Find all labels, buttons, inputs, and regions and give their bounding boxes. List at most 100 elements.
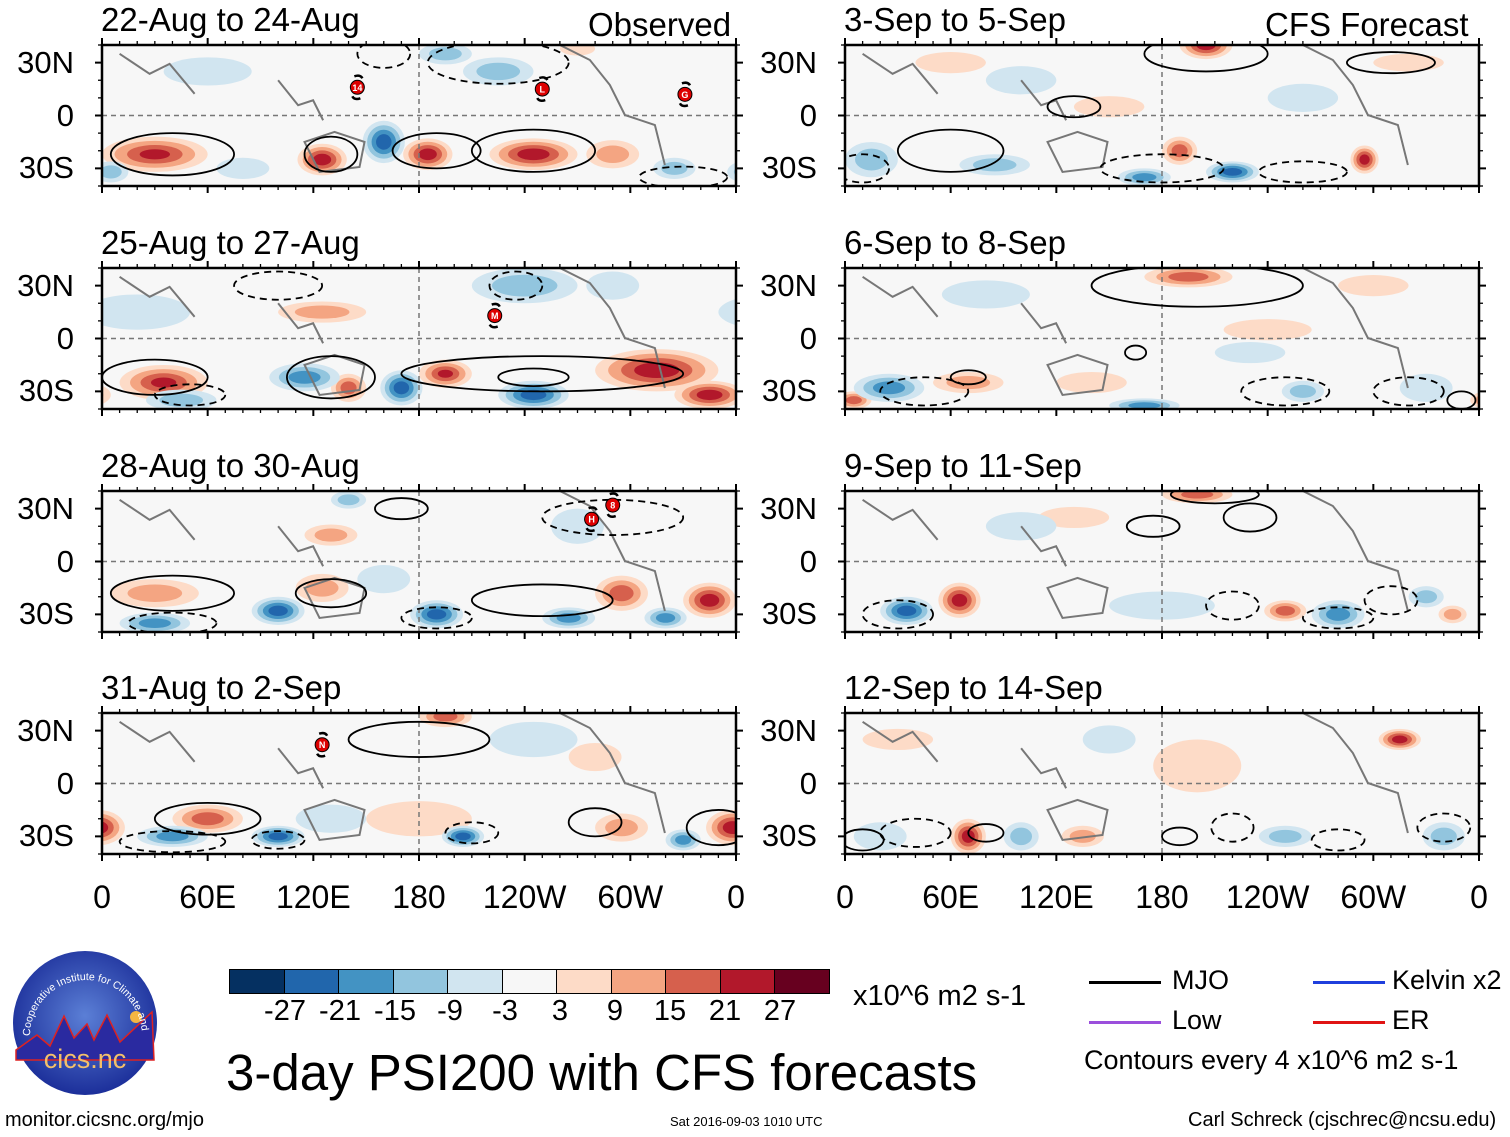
storm-marker: H <box>584 506 600 533</box>
anomaly-fill <box>675 835 692 845</box>
anomaly-fill <box>1132 173 1157 182</box>
lat-label: 30N <box>760 712 817 748</box>
mjo-contour-negative <box>153 383 227 407</box>
lon-label: 120W <box>1225 879 1310 915</box>
lon-label: 120E <box>275 879 351 915</box>
anomaly-fill <box>1479 142 1510 177</box>
mjo-contour-negative <box>879 817 952 848</box>
contour-note: Contours every 4 x10^6 m2 s-1 <box>1084 1045 1459 1075</box>
anomaly-fill <box>476 62 521 81</box>
lon-label: 60W <box>597 879 664 915</box>
lon-label: 0 <box>727 879 745 915</box>
anomaly-fill <box>376 134 392 150</box>
lat-label: 0 <box>56 320 74 356</box>
anomaly-fill <box>568 742 622 772</box>
legend-er: ER <box>1392 1005 1430 1035</box>
anomaly-fill <box>1073 96 1145 118</box>
anomaly-fill <box>946 376 991 390</box>
mjo-contour-positive <box>1124 344 1148 361</box>
mjo-contour-negative <box>444 821 500 845</box>
mjo-contour-negative <box>541 498 685 536</box>
anomaly-fill <box>1128 402 1161 409</box>
mjo-contour-negative <box>1372 376 1445 407</box>
hurricane-icon <box>536 76 549 102</box>
anomaly-fill <box>191 812 224 826</box>
mjo-contour-positive <box>294 578 368 609</box>
colorbar-swatch <box>284 970 339 993</box>
mjo-contour-negative <box>127 611 218 632</box>
storm-circle <box>349 79 365 95</box>
storm-label: G <box>681 90 688 100</box>
anomaly-fill <box>1275 606 1295 616</box>
anomaly-fill <box>1392 735 1408 744</box>
anomaly-fill <box>139 149 171 160</box>
panel-title: 9-Sep to 11-Sep <box>844 447 1082 484</box>
anomaly-fill <box>305 579 339 597</box>
colorbar-tick-label: 27 <box>763 995 797 1027</box>
storm-marker: M <box>487 302 503 329</box>
mjo-contour-positive <box>1046 95 1102 119</box>
storm-marker: 14 <box>349 74 365 101</box>
lat-label: 30S <box>18 596 74 632</box>
anomaly-fill <box>845 396 862 405</box>
lat-label: 0 <box>799 97 817 133</box>
lat-label: 0 <box>56 97 74 133</box>
anomaly-fill <box>896 605 917 617</box>
anomaly-fill <box>268 832 288 841</box>
colorbar-tick-label: 15 <box>653 995 687 1027</box>
storm-label: 14 <box>352 83 362 93</box>
storm-label: M <box>491 311 499 321</box>
mjo-contour-negative <box>1310 828 1366 852</box>
anomaly-fill <box>102 385 111 405</box>
mjo-contour-negative <box>879 376 970 407</box>
footer-url[interactable]: monitor.cicsnc.org/mjo <box>5 1109 204 1131</box>
anomaly-fill <box>1168 271 1209 282</box>
er-line <box>1313 1021 1385 1024</box>
storm-circle <box>534 81 550 97</box>
lon-label: 60E <box>922 879 980 915</box>
mjo-contour-positive <box>567 807 623 838</box>
anomaly-fill <box>915 52 986 74</box>
anomaly-fill <box>437 369 454 378</box>
colorbar-swatch <box>557 970 612 993</box>
anomaly-fill <box>1326 607 1351 621</box>
colorbar-swatch <box>775 970 829 993</box>
logo-name: cics.nc <box>44 1044 127 1074</box>
anomaly-fill <box>288 370 321 384</box>
anomaly-fill <box>1430 827 1457 846</box>
anomaly-fill <box>102 294 191 330</box>
anomaly-fill <box>596 145 630 164</box>
lon-label: 180 <box>1135 879 1189 915</box>
mjo-contour-negative <box>1363 585 1419 616</box>
coastlines <box>862 268 1409 397</box>
forecast-label: CFS Forecast <box>1265 6 1469 43</box>
mjo-contour-positive <box>949 369 987 386</box>
anomaly-fill <box>102 817 114 838</box>
anomaly-fill <box>1489 149 1510 171</box>
anomaly-fill <box>1267 83 1339 112</box>
mjo-contour-negative <box>638 165 729 186</box>
anomaly-fill <box>150 377 177 388</box>
anomaly-fill <box>699 593 720 607</box>
anomaly-fill <box>1373 53 1444 72</box>
lon-label: 60E <box>179 879 237 915</box>
hurricane-icon <box>316 731 329 758</box>
mjo-contour-negative <box>1240 376 1331 407</box>
legend-mjo: MJO <box>1172 965 1229 995</box>
lat-label: 30N <box>17 490 74 526</box>
anomaly-fill <box>268 605 288 617</box>
mjo-contour-positive <box>1161 826 1199 847</box>
anomaly-fill <box>1153 739 1242 793</box>
hurricane-icon <box>351 74 364 101</box>
anomaly-fill <box>313 153 332 166</box>
lon-label: 120W <box>482 879 567 915</box>
lat-label: 30N <box>17 44 74 80</box>
map-panel-forecast <box>838 38 1486 193</box>
panel-title: 22-Aug to 24-Aug <box>101 1 360 38</box>
colorbar-swatch <box>230 970 285 993</box>
mjo-contour-negative <box>1099 153 1225 184</box>
low-line <box>1089 1021 1161 1024</box>
footer-credit: Carl Schreck (cjschrec@ncsu.edu) <box>1188 1109 1497 1131</box>
anomaly-fill <box>661 161 688 175</box>
